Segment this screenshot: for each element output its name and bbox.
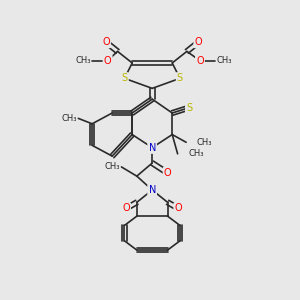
Text: CH₃: CH₃ <box>75 56 91 65</box>
Text: CH₃: CH₃ <box>217 56 233 65</box>
Text: O: O <box>175 203 182 214</box>
Text: O: O <box>102 37 110 47</box>
Text: O: O <box>196 56 204 66</box>
Text: N: N <box>148 185 156 195</box>
Text: O: O <box>104 56 111 66</box>
Text: O: O <box>164 168 171 178</box>
Text: O: O <box>122 203 130 214</box>
Text: S: S <box>122 73 128 83</box>
Text: N: N <box>148 185 156 195</box>
Text: N: N <box>148 143 156 153</box>
Text: S: S <box>177 73 183 83</box>
Text: CH₃: CH₃ <box>197 138 212 147</box>
Text: S: S <box>177 73 183 83</box>
Text: O: O <box>195 37 202 47</box>
Text: O: O <box>164 168 171 178</box>
Text: CH₃: CH₃ <box>104 162 120 171</box>
Text: O: O <box>102 37 110 47</box>
Text: CH₃: CH₃ <box>188 149 204 158</box>
Text: S: S <box>122 73 128 83</box>
Text: O: O <box>196 56 204 66</box>
Text: O: O <box>104 56 111 66</box>
Text: O: O <box>175 203 182 214</box>
Text: N: N <box>148 143 156 153</box>
Text: S: S <box>186 103 192 112</box>
Text: CH₃: CH₃ <box>61 114 77 123</box>
Text: S: S <box>186 103 192 112</box>
Text: O: O <box>122 203 130 214</box>
Text: O: O <box>195 37 202 47</box>
